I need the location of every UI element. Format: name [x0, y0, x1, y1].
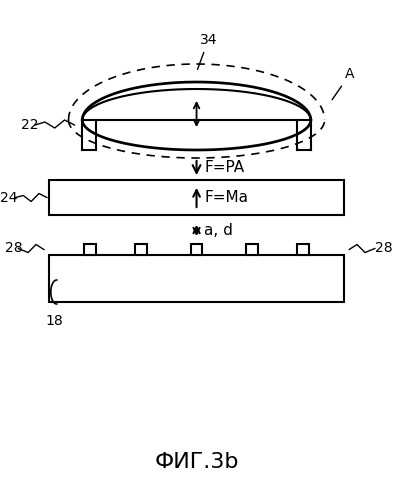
Text: 18: 18: [46, 314, 64, 328]
Text: F=Ma: F=Ma: [204, 190, 248, 205]
Text: 28: 28: [4, 240, 22, 254]
Text: 34: 34: [198, 33, 217, 70]
Bar: [297, 244, 309, 255]
Text: ФИГ.3b: ФИГ.3b: [154, 452, 239, 472]
Text: 28: 28: [375, 240, 392, 254]
Bar: [49, 255, 344, 302]
Bar: [84, 244, 96, 255]
Bar: [49, 180, 344, 215]
Text: A: A: [332, 67, 355, 100]
Text: a, d: a, d: [204, 223, 233, 238]
Text: 24: 24: [0, 190, 17, 204]
Bar: [246, 244, 258, 255]
Text: F=PA: F=PA: [204, 160, 245, 176]
Bar: [190, 244, 202, 255]
Bar: [135, 244, 147, 255]
Text: 22: 22: [21, 118, 39, 132]
